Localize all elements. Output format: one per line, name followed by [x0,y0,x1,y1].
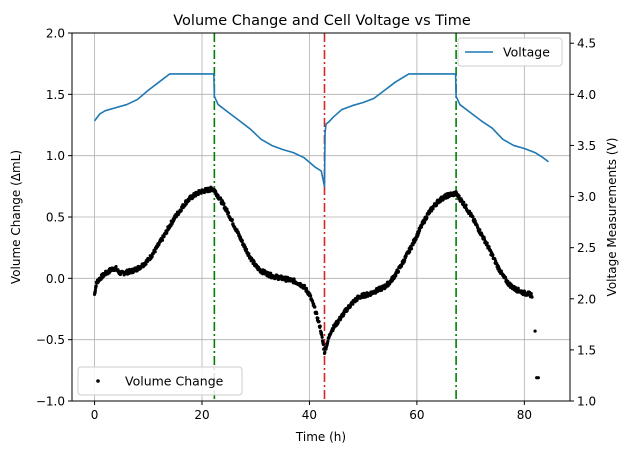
volume-change-point [318,324,322,328]
volume-change-legend: Volume Change [77,366,243,396]
grid-lines [72,32,570,402]
x-tick-label: 80 [517,408,532,422]
volume-change-point [226,211,231,215]
volume-change-point [150,255,154,259]
volume-change-point [269,271,273,275]
right-y-tick-label: 3.0 [577,190,596,204]
volume-change-point [336,321,340,325]
volume-change-point [471,215,475,219]
voltage-line-series [93,73,549,188]
volume-change-point [160,238,165,242]
left-y-tick-label: −0.5 [36,333,65,347]
x-axis-label: Time (h) [295,430,346,444]
left-y-tick-label: −1.0 [36,395,65,409]
volume-change-point [317,320,321,324]
volume-change-point [425,215,429,219]
volume-change-point [222,202,226,206]
volume-change-point [409,246,414,251]
volume-change-point [394,274,398,278]
volume-change-point [485,241,489,245]
volume-change-legend-label: Volume Change [125,374,224,389]
volume-change-point [408,250,412,254]
volume-change-legend-swatch [96,379,100,383]
volume-change-point [478,228,482,232]
volume-change-point [379,288,384,292]
volume-change-point [93,288,97,293]
volume-change-point [497,267,501,271]
volume-change-point [462,200,466,204]
right-y-tick-label: 2.0 [577,292,596,306]
volume-change-point [434,203,439,207]
right-y-tick-label: 4.5 [577,37,596,51]
volume-change-outlier-point [536,376,540,380]
left-y-tick-label: 2.0 [46,27,65,41]
right-y-tick-label: 3.5 [577,139,596,153]
x-tick-label: 60 [409,408,424,422]
left-y-tick-label: 0.0 [46,272,65,286]
volume-change-point [247,252,251,256]
right-y-axis-ticks: 1.0 1.5 2.0 2.5 3.0 3.5 4.0 4.5 [570,37,596,409]
right-y-tick-label: 2.5 [577,241,596,255]
x-axis-ticks: 0 20 40 60 80 [91,401,532,422]
volume-change-point [342,312,346,316]
volume-change-point [114,264,118,269]
volume-change-point [530,295,534,299]
volume-change-point [316,316,320,320]
voltage-legend-label: Voltage [503,45,550,60]
volume-change-point [292,277,296,281]
voltage-line [93,73,549,188]
volume-change-point [179,208,183,213]
voltage-legend: Voltage [457,37,563,67]
right-y-tick-label: 4.0 [577,88,596,102]
volume-change-point [315,311,319,316]
volume-change-point [319,331,323,335]
volume-change-scatter [92,185,540,380]
right-y-tick-label: 1.5 [577,343,596,357]
volume-change-point [491,253,495,257]
volume-change-point [321,342,325,347]
right-y-axis-label: Voltage Measurements (V) [605,138,619,297]
volume-change-point [144,262,148,266]
x-tick-label: 20 [194,408,209,422]
left-y-tick-label: 1.0 [46,149,65,163]
volume-change-point [457,194,461,198]
left-y-axis-ticks: −1.0 −0.5 0.0 0.5 1.0 1.5 2.0 [36,27,72,409]
volume-change-point [230,218,234,222]
volume-change-point [320,335,324,339]
right-y-tick-label: 1.0 [577,395,596,409]
volume-change-point [473,219,477,223]
x-tick-label: 40 [302,408,317,422]
left-y-tick-label: 1.5 [46,88,65,102]
volume-change-point [309,294,313,298]
volume-change-point [216,194,220,198]
volume-change-point [326,339,330,343]
volume-change-point [94,284,98,288]
volume-change-legend-box [77,366,243,396]
volume-change-point [252,260,256,264]
volume-change-point [529,292,533,296]
volume-change-outlier-point [533,329,537,333]
volume-change-point [244,247,249,251]
x-tick-label: 0 [91,408,99,422]
chart-title: Volume Change and Cell Voltage vs Time [173,13,471,29]
volume-change-point [153,250,157,254]
volume-change-point [503,275,508,280]
left-y-axis-label: Volume Change (ΔmL) [9,150,23,284]
volume-change-point [396,269,401,274]
volume-change-point [323,350,327,354]
volume-change-point [313,305,317,309]
voltage-legend-box [457,37,563,67]
left-y-tick-label: 0.5 [46,211,65,225]
volume-change-point [464,203,468,207]
volume-change-point [240,238,244,243]
cycle-marker-lines [213,33,457,401]
volume-change-point [302,283,307,288]
